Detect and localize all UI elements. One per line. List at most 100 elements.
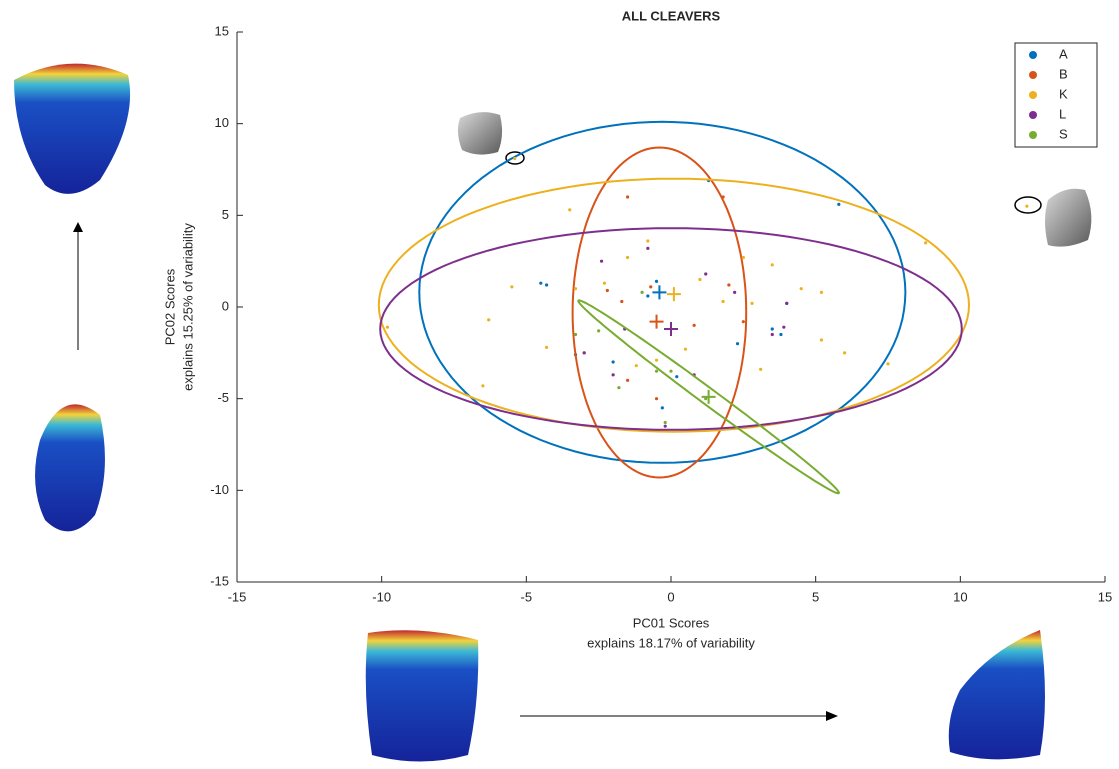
data-point [649,285,653,289]
data-point [799,287,803,291]
tool-image-left [457,112,503,155]
data-point [759,367,763,371]
data-point [626,255,630,260]
legend-marker [1029,91,1037,99]
data-point [886,362,890,366]
centroid-marker [664,322,678,336]
x-tick-label: -15 [228,589,247,604]
y-tick-label: -10 [210,482,229,497]
confidence-ellipse [577,299,840,495]
data-point [626,378,630,382]
data-point [573,332,578,337]
legend-marker [1029,131,1037,139]
y-tick-label: 15 [215,23,229,38]
shape-bottom-right [948,630,1045,760]
data-point [654,279,659,283]
data-point [727,283,731,287]
data-point [634,364,638,368]
y-axis-label-group: PC02 Scores explains 15.25% of variabili… [162,223,195,391]
data-point [721,195,725,199]
data-point [539,281,543,285]
outlier-ring [505,151,525,165]
x-tick-label: 5 [812,589,819,604]
data-point [675,375,679,379]
data-point [741,255,745,260]
data-point [837,202,841,206]
data-point [770,327,774,331]
legend-marker [1029,71,1037,79]
data-point [698,277,702,282]
legend-marker [1029,51,1037,59]
centroid-marker [666,287,681,302]
shape-bottom-center [365,630,479,762]
data-point [660,406,664,410]
y-tick-label: -15 [210,573,229,588]
data-point [602,281,607,285]
data-point [770,263,774,267]
y-axis-label: PC02 Scores [162,268,177,345]
data-point [1025,204,1029,208]
data-point [843,351,847,355]
data-point [785,301,789,305]
data-point [597,329,601,333]
legend-label: K [1059,86,1068,101]
shape-top-left [14,63,131,194]
x-tick-label: 10 [953,589,967,604]
data-point [573,287,578,291]
data-point [741,320,745,324]
confidence-ellipse [571,146,748,479]
data-point [611,373,615,377]
data-point [704,397,708,401]
data-point [582,351,586,355]
confidence-ellipse [379,227,963,431]
centroid-marker [701,389,716,404]
chart-title: ALL CLEAVERS [622,8,721,23]
data-point [544,345,549,349]
data-point [510,285,514,289]
y-tick-label: 10 [215,115,229,130]
arrow-head [826,711,838,721]
data-point [663,420,667,425]
x-axis-label: explains 18.17% of variability [587,635,755,650]
y-tick-label: 0 [222,298,229,313]
centroid-marker [652,285,667,300]
data-point [733,290,737,294]
data-point [654,369,659,373]
data-point [646,239,650,243]
confidence-ellipse [418,120,907,464]
data-point [487,318,491,322]
data-point [626,195,630,199]
data-point [663,424,667,428]
data-point [513,156,517,161]
centroid-marker [649,314,664,329]
data-point [704,272,708,276]
tool-image-right [1045,188,1092,247]
legend-label: L [1059,106,1066,121]
arrow-head [73,222,83,232]
outlier-ring [1014,196,1042,214]
x-tick-label: 0 [667,589,674,604]
data-point [721,299,725,304]
legend-label: A [1059,46,1068,61]
data-point [646,294,650,298]
data-point [683,347,688,351]
y-axis-label: explains 15.25% of variability [180,223,195,391]
legend-marker [1029,111,1037,119]
data-point [611,360,615,364]
data-point [599,259,604,263]
data-point [819,338,824,342]
data-point [620,299,624,304]
data-point [654,358,659,362]
x-axis-label: PC01 Scores [633,615,710,630]
y-tick-label: -5 [217,390,229,405]
data-point [481,384,485,388]
data-point [782,325,786,329]
data-point [735,342,740,346]
shape-illustrations [14,63,1092,762]
shape-bottom-left [35,404,105,532]
data-point [779,332,783,337]
data-point [646,246,650,250]
data-point [770,332,774,337]
